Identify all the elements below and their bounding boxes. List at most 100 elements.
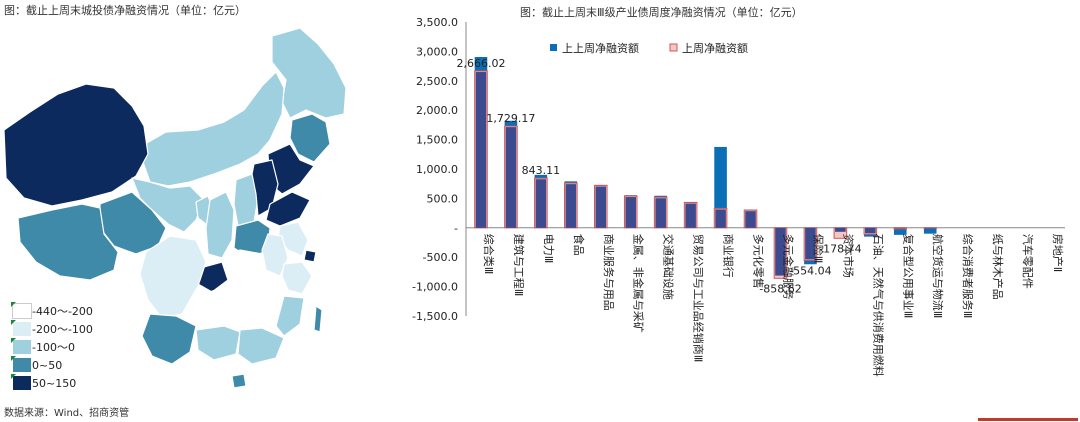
- legend-label-last-week: 上周净融资额: [682, 41, 748, 55]
- x-category-label: 汽车零配件: [1021, 234, 1035, 289]
- legend-label-3: 0~50: [32, 358, 63, 372]
- region-jilin: [289, 113, 331, 163]
- legend-label-prev-week: 上上周净融资额: [562, 41, 639, 55]
- region-shaanxi: [205, 191, 235, 259]
- data-label: 843.11: [522, 164, 561, 177]
- bar-overlap: [894, 227, 906, 229]
- y-tick-label: 1,000.0: [416, 163, 458, 176]
- industry-bond-bar-chart: 3,500.0 3,000.0 2,500.0 2,000.0 1,500.0 1,000…: [412, 16, 1065, 377]
- region-hainan: [231, 373, 247, 389]
- y-tick-label: -1,500.0: [412, 310, 458, 323]
- legend-row-4: 50~150: [11, 374, 93, 392]
- y-tick-label: 500.0: [427, 192, 459, 205]
- region-zhejiang: [281, 261, 313, 295]
- x-category-label: 电力Ⅲ: [542, 234, 555, 264]
- region-shandong: [265, 191, 311, 227]
- legend-label-1: -200～-100: [32, 323, 93, 336]
- bar-prev-week: [923, 227, 937, 234]
- bar-overlap: [865, 227, 876, 234]
- y-tick-label: -1,000.0: [412, 281, 458, 294]
- x-category-label: 建筑与工程Ⅲ: [512, 234, 526, 297]
- x-category-label: 资本市场: [841, 234, 855, 278]
- region-guizhou: [193, 289, 231, 327]
- bar-overlap: [805, 227, 816, 260]
- region-anhui: [261, 233, 289, 277]
- x-category-label: 房地产Ⅱ: [1051, 234, 1065, 272]
- x-category-label: 商业银行: [722, 234, 736, 278]
- y-tick-label: 3,000.0: [416, 45, 458, 58]
- source-note: 数据来源：Wind、招商资管: [4, 408, 130, 419]
- legend-swatch-2: [11, 338, 32, 355]
- y-tick-label: 2,500.0: [416, 75, 458, 88]
- bar-prev-week: [714, 146, 727, 228]
- data-label: 2,666.02: [456, 57, 505, 70]
- x-category-label: 贸易公司与工业品经销商Ⅲ: [692, 234, 706, 363]
- bar-overlap: [505, 127, 517, 228]
- x-category-label: 复合型公用事业Ⅲ: [901, 234, 915, 319]
- x-category-label: 多元化零售: [752, 234, 766, 289]
- bar-overlap: [685, 203, 696, 228]
- data-label: -554.04: [789, 264, 831, 277]
- bar-overlap: [625, 197, 637, 228]
- region-sichuan: [139, 235, 207, 319]
- bar-overlap: [924, 227, 936, 229]
- china-choropleth-map: [3, 27, 347, 389]
- region-yunnan: [141, 313, 197, 365]
- bar-prev-week: [893, 227, 907, 235]
- y-tick-label: 2,000.0: [416, 104, 458, 117]
- region-guangxi: [195, 325, 241, 361]
- data-label: -858.62: [759, 282, 801, 295]
- brand-accent-bar: [978, 418, 1078, 421]
- data-label: 1,729.17: [486, 112, 535, 125]
- bar-overlap: [715, 209, 726, 228]
- y-tick-label: -: [454, 222, 458, 235]
- map-legend: -440～-200 -200～-100 -100～0 0~50 50~150: [11, 302, 93, 392]
- region-fujian: [275, 295, 305, 337]
- x-category-label: 航空货运与物流Ⅲ: [931, 234, 945, 319]
- region-xinjiang: [3, 83, 149, 207]
- bar-overlap: [475, 72, 487, 228]
- region-inner-mongolia: [137, 71, 285, 187]
- x-category-label: 综合消费者服务Ⅲ: [961, 234, 975, 319]
- region-hubei: [221, 249, 267, 281]
- x-category-label: 商业服务与用品: [602, 234, 616, 311]
- legend-row-1: -200～-100: [11, 320, 93, 338]
- region-hunan: [227, 279, 261, 327]
- legend-swatch-1: [11, 320, 32, 337]
- bar-overlap: [835, 227, 846, 232]
- bar-overlap: [565, 184, 577, 228]
- y-tick-label: -500.0: [423, 251, 458, 264]
- legend-swatch-4: [11, 374, 32, 391]
- x-category-label: 石油、天然气与供消费用燃料: [871, 234, 885, 377]
- x-category-label: 食品: [572, 234, 586, 256]
- region-taiwan: [313, 305, 323, 333]
- legend-swatch-prev-week: [550, 44, 557, 51]
- y-tick-label: 3,500.0: [416, 16, 458, 29]
- legend-label-0: -440～-200: [32, 305, 93, 318]
- legend-swatch-last-week: [669, 43, 678, 52]
- region-shanghai: [303, 249, 317, 263]
- legend-row-0: -440～-200: [11, 302, 93, 320]
- bar-overlap: [535, 179, 547, 228]
- bar-overlap: [775, 227, 786, 276]
- data-label: -178.74: [819, 242, 861, 255]
- legend-swatch-3: [11, 356, 32, 373]
- x-category-label: 纸与林木产品: [991, 234, 1005, 300]
- legend-swatch-0: [11, 302, 32, 319]
- region-guangdong: [237, 327, 285, 365]
- region-heilongjiang: [271, 27, 347, 119]
- map-title: 图：截止上周末城投债净融资情况（单位：亿元）: [4, 4, 246, 17]
- bar-overlap: [595, 186, 607, 228]
- region-hebei: [251, 159, 279, 217]
- y-tick-label: 1,500.0: [416, 134, 458, 147]
- x-category-label: 多元金融服务: [781, 234, 795, 300]
- bar-overlap: [745, 211, 756, 228]
- bar-overlap: [655, 198, 666, 228]
- legend-label-4: 50~150: [32, 376, 77, 390]
- x-category-label: 交通基础设施: [662, 234, 676, 300]
- legend-row-3: 0~50: [11, 356, 93, 374]
- region-tibet: [17, 203, 119, 281]
- x-category-label: 金属、非金属与采矿: [632, 234, 646, 333]
- legend-label-2: -100～0: [32, 341, 75, 354]
- x-category-label: 保险Ⅲ: [811, 234, 825, 264]
